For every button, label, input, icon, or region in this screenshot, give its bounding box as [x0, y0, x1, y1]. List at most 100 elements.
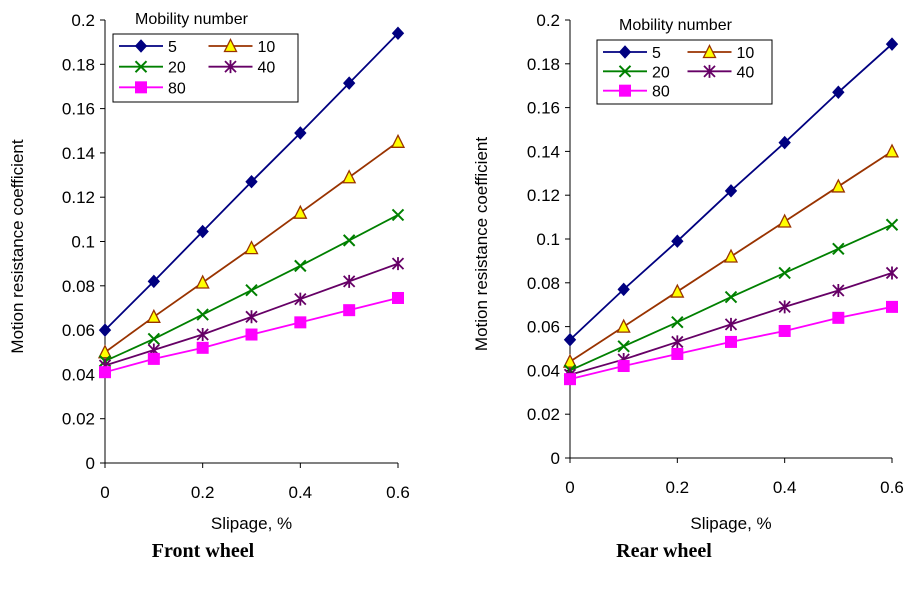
data-point-5: [98, 323, 112, 337]
x-tick-label: 0: [100, 483, 109, 502]
legend-label-80: 80: [168, 80, 186, 97]
x-tick-label: 0.6: [880, 478, 904, 497]
data-point-20: [294, 259, 307, 273]
y-tick-label: 0.18: [62, 55, 95, 74]
data-point-10: [670, 283, 685, 298]
legend-label-20: 20: [168, 60, 186, 77]
y-tick-label: 0.08: [62, 277, 95, 296]
data-point-80: [778, 324, 791, 337]
data-point-5: [885, 37, 899, 51]
y-tick-label: 0.06: [62, 321, 95, 340]
x-axis-title: Slipage, %: [690, 514, 771, 533]
data-point-5: [617, 282, 630, 297]
data-point-20: [617, 340, 630, 353]
data-point-40: [832, 283, 845, 297]
y-tick-label: 0: [551, 449, 560, 468]
y-tick-label: 0.1: [71, 233, 95, 252]
data-point-20: [671, 316, 684, 329]
data-point-20: [391, 208, 405, 222]
data-point-80: [564, 373, 576, 386]
legend-label-10: 10: [737, 45, 755, 62]
x-axis-title: Slipage, %: [211, 514, 292, 533]
data-point-40: [245, 310, 258, 324]
legend-label-5: 5: [652, 45, 661, 62]
legend-marker-10: [702, 44, 717, 59]
y-tick-label: 0: [86, 454, 95, 473]
data-point-10: [342, 169, 357, 184]
data-point-10: [562, 353, 578, 368]
chart-caption: Rear wheel: [616, 540, 712, 562]
y-tick-label: 0.14: [527, 142, 560, 161]
legend-marker-10: [223, 38, 238, 53]
y-tick-label: 0.12: [527, 186, 560, 205]
x-tick-label: 0.2: [666, 478, 690, 497]
legend-marker-80: [135, 81, 147, 94]
data-point-10: [244, 240, 259, 255]
y-tick-label: 0.06: [527, 318, 560, 337]
data-point-80: [886, 300, 898, 313]
legend-marker-40: [224, 60, 237, 74]
data-point-5: [778, 135, 791, 150]
y-tick-label: 0.1: [536, 230, 560, 249]
data-point-80: [392, 291, 404, 304]
legend: Mobility number 5 10 20 40 80: [596, 17, 773, 105]
data-point-20: [832, 242, 845, 256]
rear-wheel-chart: 0 0.02 0.04 0.06 0.08 0.1 0.12 0.14 0.16 0.18 0.2 0…: [472, 11, 904, 562]
legend-title: Mobility number: [135, 11, 249, 28]
front-wheel-chart: 0 0.02 0.04 0.06 0.08 0.1 0.12 0.14 0.16 0.18 0.2 0…: [8, 11, 410, 562]
data-point-10: [884, 143, 900, 158]
data-point-40: [778, 300, 791, 314]
x-tick-label: 0.2: [191, 483, 215, 502]
y-tick-label: 0.2: [536, 11, 560, 30]
x-tick-label: 0: [565, 478, 574, 497]
data-point-10: [195, 274, 210, 289]
data-point-40: [391, 257, 405, 271]
data-point-80: [147, 352, 160, 365]
y-tick-label: 0.02: [527, 405, 560, 424]
data-point-80: [671, 347, 684, 360]
y-tick-label: 0.14: [62, 144, 95, 163]
data-point-80: [617, 360, 630, 373]
data-point-5: [342, 76, 356, 90]
data-point-20: [196, 308, 209, 321]
data-point-10: [146, 308, 161, 323]
y-tick-label: 0.16: [62, 100, 95, 119]
y-tick-label: 0.02: [62, 410, 95, 429]
data-point-40: [885, 266, 899, 280]
data-point-5: [563, 333, 577, 347]
data-point-5: [724, 184, 738, 198]
data-point-10: [777, 213, 792, 228]
data-point-40: [671, 335, 684, 349]
data-point-20: [724, 290, 738, 304]
data-point-5: [196, 224, 209, 239]
y-tick-label: 0.12: [62, 188, 95, 207]
data-point-20: [778, 266, 791, 280]
data-point-10: [97, 344, 113, 359]
data-point-5: [147, 274, 161, 289]
data-point-40: [294, 292, 307, 306]
data-point-20: [147, 332, 161, 346]
legend-title: Mobility number: [619, 17, 733, 34]
legend-label-5: 5: [168, 39, 177, 56]
data-point-5: [294, 126, 307, 140]
legend: Mobility number 5 10 20 40 80: [112, 11, 299, 103]
legend-marker-5: [134, 39, 148, 53]
legend-label-20: 20: [652, 64, 670, 81]
data-point-5: [245, 174, 258, 189]
data-point-10: [293, 204, 308, 219]
data-point-80: [725, 335, 737, 348]
legend-label-40: 40: [737, 64, 755, 81]
x-tick-label: 0.4: [773, 478, 797, 497]
chart-caption: Front wheel: [152, 540, 255, 562]
data-point-5: [832, 85, 845, 100]
legend-label-80: 80: [652, 84, 670, 101]
y-tick-label: 0.04: [62, 365, 95, 384]
y-tick-label: 0.2: [71, 11, 95, 30]
y-axis-title: Motion resistance coefficient: [8, 139, 27, 353]
legend-marker-20: [134, 60, 148, 73]
legend-label-40: 40: [258, 60, 276, 77]
data-point-40: [196, 328, 209, 342]
data-point-80: [294, 316, 307, 329]
data-point-5: [391, 26, 405, 41]
legend-label-10: 10: [258, 39, 276, 56]
